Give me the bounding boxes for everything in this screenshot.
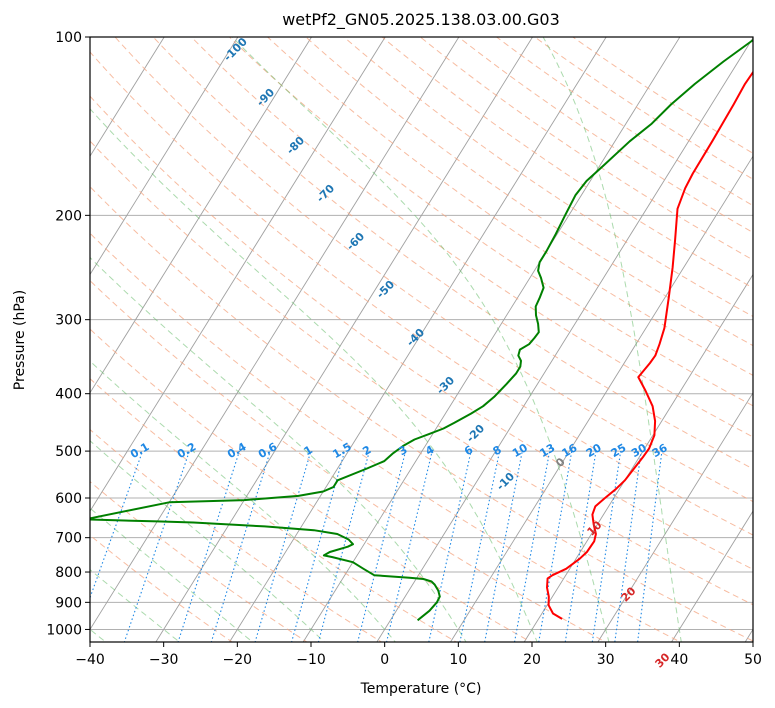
x-tick-label: 40 bbox=[670, 652, 688, 668]
isotherm-line bbox=[376, 37, 753, 642]
y-tick-label: 300 bbox=[55, 313, 82, 329]
x-tick-label: 50 bbox=[744, 652, 762, 668]
moist-adiabat bbox=[90, 108, 538, 642]
x-tick-label: 30 bbox=[597, 652, 615, 668]
mixing-ratio-line bbox=[254, 450, 312, 642]
x-tick-label: −40 bbox=[75, 652, 105, 668]
mixing-ratio-line bbox=[385, 450, 433, 642]
isotherm-line bbox=[90, 37, 460, 631]
dry-adiabat bbox=[90, 279, 607, 642]
dry-adiabat bbox=[381, 37, 753, 289]
isotherm-line bbox=[449, 155, 753, 642]
axes: −40 −30 −20 −10 0 10 20 30 40 50 100 200 300 400 500 60… bbox=[46, 30, 762, 668]
x-tick-label: 0 bbox=[380, 652, 389, 668]
mixing-ratio-line bbox=[428, 450, 472, 642]
dry-adiabat bbox=[90, 140, 753, 606]
temperature-profile bbox=[546, 70, 753, 620]
y-tick-label: 700 bbox=[55, 531, 82, 547]
dry-adiabat bbox=[90, 95, 753, 570]
isotherm-line bbox=[523, 273, 753, 642]
isotherm-line bbox=[597, 391, 753, 642]
dry-adiabat bbox=[457, 37, 753, 234]
y-tick-label: 200 bbox=[55, 208, 82, 224]
x-tick-label: 10 bbox=[449, 652, 467, 668]
moist-adiabat bbox=[90, 440, 326, 642]
dry-adiabat bbox=[90, 428, 383, 642]
isotherm-line bbox=[90, 37, 239, 276]
moist-adiabat bbox=[542, 37, 682, 642]
y-tick-label: 600 bbox=[55, 491, 82, 507]
dry-adiabat bbox=[495, 37, 753, 207]
dry-adiabat bbox=[533, 37, 753, 180]
mixing-ratio-line bbox=[210, 450, 271, 642]
dry-adiabat bbox=[90, 481, 308, 642]
y-tick-label: 100 bbox=[55, 30, 82, 46]
dry-adiabat bbox=[266, 37, 753, 376]
dry-adiabat bbox=[228, 37, 753, 407]
moist-adiabat bbox=[90, 507, 254, 642]
dry-adiabat bbox=[90, 328, 532, 642]
isotherm-line bbox=[228, 37, 607, 642]
dry-adiabat bbox=[190, 37, 753, 438]
moist-adiabat bbox=[231, 37, 610, 642]
mixing-ratio-line bbox=[357, 450, 407, 642]
y-tick-label: 400 bbox=[55, 387, 82, 403]
isotherm-line bbox=[302, 37, 681, 642]
x-axis-title: Temperature (°C) bbox=[360, 681, 482, 697]
profile-lines bbox=[90, 38, 753, 622]
y-axis-title: Pressure (hPa) bbox=[12, 290, 28, 390]
isotherm-line bbox=[90, 37, 313, 394]
x-tick-label: 20 bbox=[523, 652, 541, 668]
y-tick-label: 500 bbox=[55, 444, 82, 460]
isotherm-line bbox=[670, 510, 753, 642]
y-tick-label: 1000 bbox=[46, 622, 82, 638]
isotherm-line bbox=[90, 37, 165, 158]
mixing-ratio-line bbox=[459, 450, 501, 642]
x-tick-label: −30 bbox=[149, 652, 179, 668]
x-tick-label: −20 bbox=[223, 652, 253, 668]
mixing-ratio-line bbox=[484, 450, 523, 642]
dry-adiabat bbox=[305, 37, 753, 347]
isotherm-line bbox=[90, 37, 386, 512]
y-tick-label: 900 bbox=[55, 595, 82, 611]
x-tick-label: −10 bbox=[296, 652, 326, 668]
plot-frame bbox=[89, 36, 754, 643]
dry-adiabat bbox=[343, 37, 753, 318]
chart-title: wetPf2_GN05.2025.138.03.00.G03 bbox=[282, 10, 560, 30]
dewpoint-profile bbox=[90, 38, 753, 622]
dry-adiabat bbox=[419, 37, 753, 261]
mixing-ratio-line bbox=[291, 450, 346, 642]
background-lines bbox=[90, 37, 753, 642]
mixing-ratio-line bbox=[317, 450, 370, 642]
y-tick-label: 800 bbox=[55, 565, 82, 581]
moist-adiabat bbox=[90, 360, 396, 642]
